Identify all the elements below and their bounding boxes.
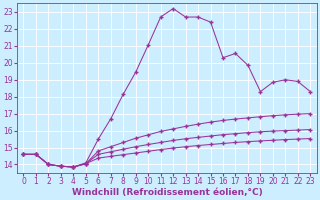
X-axis label: Windchill (Refroidissement éolien,°C): Windchill (Refroidissement éolien,°C) xyxy=(72,188,262,197)
